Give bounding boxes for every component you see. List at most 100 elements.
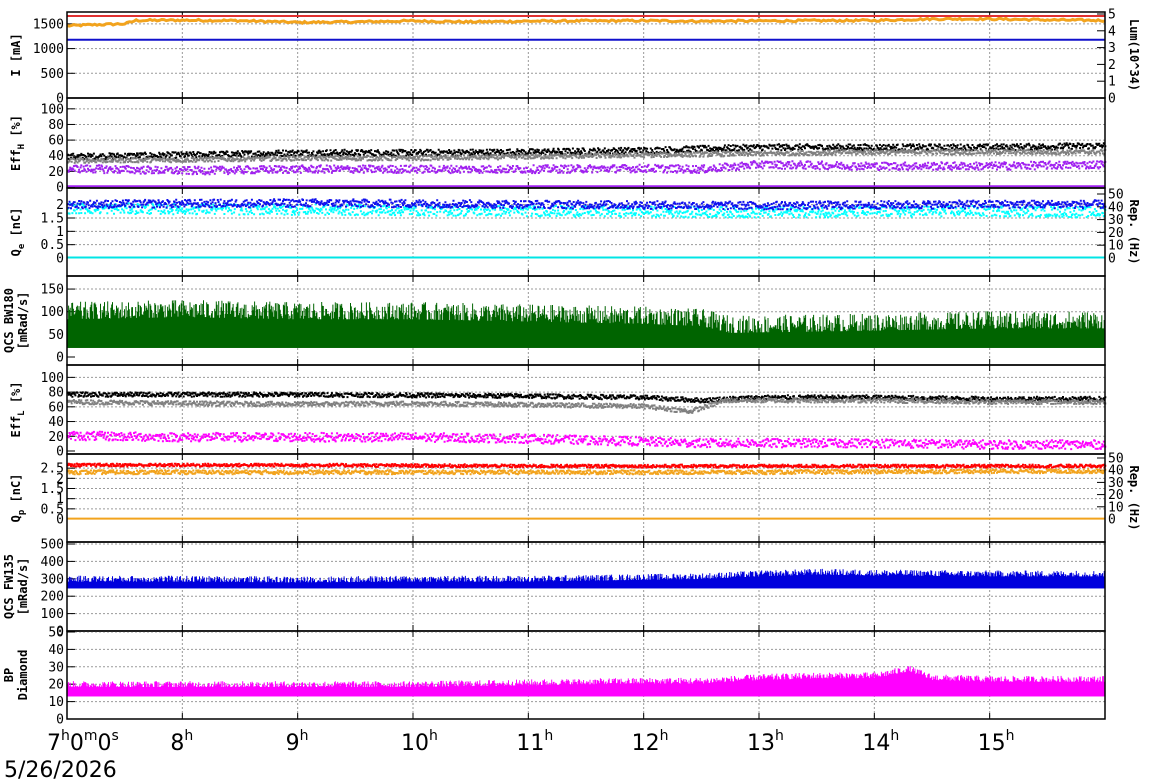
y-tick-label: 1 [56,225,64,240]
series-qe-1 [67,198,1107,211]
y-tick-label: 40 [48,643,64,658]
y-axis-label: Qp [nC] [9,474,27,523]
y-tick-label: 2 [56,198,64,213]
series-current-0 [66,16,1106,28]
series-band [66,16,1106,28]
series-scatter [67,391,1107,404]
y-tick-label: 60 [48,134,64,149]
right-tick-label: 40 [1108,200,1124,215]
right-tick-label: 1 [1108,75,1116,90]
y-tick-label: 0 [56,252,64,267]
y-axis-label: I [mA] [9,33,23,76]
y-tick-label: 0 [56,92,64,107]
x-tick-label: 9h [286,728,309,756]
x-tick-label: 11h [516,728,553,756]
series-eff_h-1 [67,148,1107,164]
right-tick-label: 30 [1108,213,1124,228]
y-axis-label: QCS BW180 [2,288,16,353]
y-axis-label: [mRad/s] [16,292,30,350]
y-tick-label: 2 [56,472,64,487]
y-tick-label: 100 [41,305,64,320]
y-tick-label: 40 [48,415,64,430]
right-tick-label: 50 [1108,452,1124,467]
y-tick-label: 2.5 [41,462,64,477]
y-axis-label: Diamond [16,650,30,701]
right-tick-label: 3 [1108,41,1116,56]
y-tick-label: 20 [48,165,64,180]
y-tick-label: 0 [56,181,64,196]
right-tick-label: 0 [1108,513,1116,528]
y-tick-label: 500 [41,67,64,82]
x-tick-label: 14h [862,728,899,756]
y-tick-label: 500 [41,538,64,553]
panel-frame [66,11,1106,99]
y-axis-label: EffL [%] [9,381,27,437]
right-tick-label: 10 [1108,239,1124,254]
y-tick-label: 100 [41,102,64,117]
panel-bp_diamond: 0 10 20 30 40 50 BP Diamond [2,626,1106,728]
y-tick-label: 150 [41,283,64,298]
y-tick-label: 20 [48,430,64,445]
y-tick-label: 0 [56,625,64,640]
right-tick-label: 4 [1108,24,1116,39]
panel-frame [66,97,1106,189]
panel-qcs_bw180: 0 50 100 150 QCS BW180 [mRad/s] [2,275,1106,366]
panel-qcs_fw135: 0 100 200 300 400 500 QCS FW135 [mRad/s] [2,538,1106,640]
y-tick-label: 200 [41,590,64,605]
y-tick-label: 0 [56,445,64,460]
y-axis-label: BP [2,668,16,682]
y-tick-label: 0 [56,351,64,366]
x-tick-label: 13h [747,728,784,756]
y-tick-label: 300 [41,572,64,587]
y-axis-label: QCS FW135 [2,554,16,619]
y-tick-label: 400 [41,555,64,570]
right-tick-label: 20 [1108,488,1124,503]
panel-frame [66,630,1106,720]
y-tick-label: 1 [56,492,64,507]
series-eff_h-2 [67,160,1107,176]
y-tick-label: 80 [48,118,64,133]
y-tick-label: 0.5 [41,502,64,517]
x-tick-label: 8h [170,728,193,756]
y-tick-label: 1500 [33,17,64,32]
right-tick-label: 50 [1108,188,1124,203]
series-scatter [67,198,1107,211]
series-scatter [67,202,1107,219]
y-axis-label: EffH [%] [9,115,27,171]
y-axis-label: [mRad/s] [16,558,30,616]
y-tick-label: 80 [48,386,64,401]
series-bars-core [67,317,1105,348]
series-qp-0 [67,468,1107,476]
right-tick-label: 30 [1108,476,1124,491]
x-tick-label: 10h [401,728,438,756]
y-tick-label: 60 [48,400,64,415]
y-tick-label: 1.5 [41,482,64,497]
series-scatter [67,142,1107,161]
series-scatter [67,462,1107,469]
series-scatter [67,430,1107,451]
y-tick-label: 50 [48,626,64,641]
y-axis-label: Qe [nC] [9,208,27,257]
x-tick-label: 15h [978,728,1015,756]
series-qcs_bw180-0 [66,300,1105,348]
right-tick-label: 10 [1108,500,1124,515]
y-tick-label: 100 [41,607,64,622]
y-tick-label: 100 [41,371,64,386]
panel-current: 0 500 1000 1500 0 1 2 3 45 Lum(10^34) I [mA] [9,8,1141,107]
right-tick-label: 40 [1108,464,1124,479]
y-tick-label: 0 [56,713,64,728]
y-tick-label: 10 [48,695,64,710]
x-tick-label: 7h0m0s [47,728,119,756]
right-tick-label: 5 [1108,8,1116,23]
series-scatter [67,397,1107,414]
y-tick-label: 0 [56,513,64,528]
date-label: 5/26/2026 [4,758,117,782]
y-tick-label: 20 [48,678,64,693]
x-tick-label: 12h [632,728,669,756]
